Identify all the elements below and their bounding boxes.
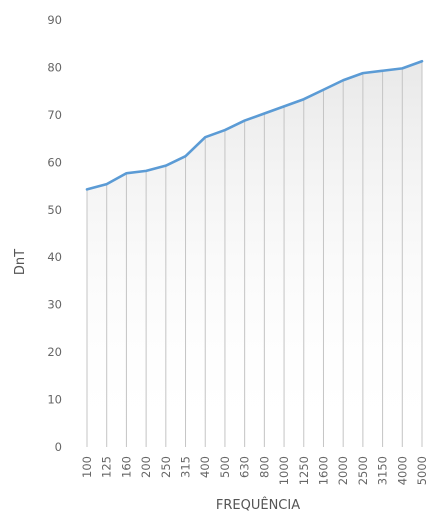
- y-tick-label: 20: [47, 345, 62, 359]
- y-tick-label: 70: [47, 108, 62, 122]
- x-axis-title: FREQUÊNCIA: [216, 497, 300, 513]
- x-tick-label: 5000: [415, 456, 429, 485]
- y-tick-label: 10: [47, 393, 62, 407]
- y-tick-label: 50: [47, 203, 62, 217]
- drop-lines: [86, 61, 423, 447]
- y-tick-label: 60: [47, 155, 62, 169]
- x-tick-label: 1250: [297, 456, 311, 485]
- x-tick-label: 250: [159, 456, 173, 478]
- x-tick-label: 200: [139, 456, 153, 478]
- x-tick-label: 630: [238, 456, 252, 478]
- y-tick-label: 80: [47, 60, 62, 74]
- x-tick-label: 2000: [336, 456, 350, 485]
- x-tick-label: 125: [100, 456, 114, 478]
- x-tick-label: 500: [218, 456, 232, 478]
- y-tick-label: 40: [47, 250, 62, 264]
- x-tick-label: 1600: [316, 456, 330, 485]
- x-tick-label: 315: [179, 456, 193, 478]
- x-tick-label: 160: [119, 456, 133, 478]
- y-tick-label: 30: [47, 298, 62, 312]
- x-tick-label: 800: [257, 456, 271, 478]
- y-tick-label: 0: [55, 440, 62, 454]
- x-tick-labels: 100 125 160 200 250 315 400 500 630 800 1000 1250 16…: [80, 456, 429, 485]
- x-tick-label: 1000: [277, 456, 291, 485]
- x-tick-label: 4000: [395, 456, 409, 485]
- y-axis-title: DnT: [13, 249, 28, 275]
- x-tick-label: 2500: [356, 456, 370, 485]
- x-tick-label: 3150: [376, 456, 390, 485]
- plot-area: [85, 59, 424, 447]
- area-fill: [87, 61, 422, 447]
- y-tick-labels: 0 10 20 30 40 50 60 70 80 90: [47, 13, 62, 454]
- series-line: [85, 59, 424, 191]
- x-tick-label: 100: [80, 456, 94, 478]
- y-tick-label: 90: [47, 13, 62, 27]
- x-tick-label: 400: [198, 456, 212, 478]
